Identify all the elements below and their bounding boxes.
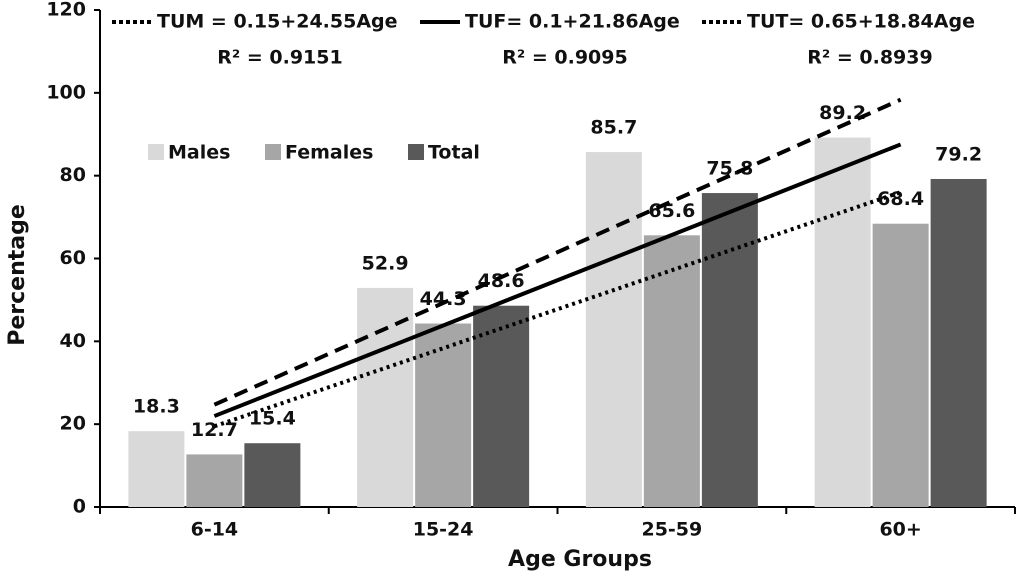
legend-swatch (408, 144, 424, 160)
bar (930, 178, 987, 508)
y-tick-label: 60 (60, 247, 86, 269)
x-tick-label: 15-24 (413, 519, 474, 541)
value-label: 52.9 (362, 252, 409, 274)
bar (128, 431, 185, 507)
trend-line (213, 97, 902, 407)
bar (643, 235, 700, 507)
value-label: 48.6 (478, 270, 525, 292)
bar (701, 193, 758, 508)
legend-swatch (265, 144, 281, 160)
bar (244, 443, 301, 507)
bar (872, 223, 929, 507)
y-tick-label: 0 (73, 496, 86, 518)
value-label: 15.4 (249, 408, 296, 430)
x-tick-label: 6-14 (191, 519, 239, 541)
y-tick-label: 40 (60, 330, 86, 352)
r2-label: R² = 0.9095 (502, 47, 627, 69)
trend-line (213, 142, 902, 418)
r2-label: R² = 0.9151 (217, 47, 342, 69)
value-label: 79.2 (935, 143, 982, 165)
x-axis-title: Age Groups (508, 547, 652, 572)
bar (473, 305, 530, 507)
y-tick-label: 120 (46, 0, 86, 21)
bar (415, 323, 472, 507)
bar (814, 137, 871, 507)
trend-line (213, 190, 902, 429)
value-label: 18.3 (133, 396, 180, 418)
legend-label: Males (168, 142, 230, 164)
r2-label: R² = 0.8939 (807, 47, 932, 69)
legend-label: TUF= 0.1+21.86Age (465, 11, 680, 33)
legend-swatch (148, 144, 164, 160)
bar (585, 152, 642, 507)
bar (357, 287, 414, 507)
value-label: 44.3 (420, 288, 467, 310)
y-tick-label: 80 (60, 164, 86, 186)
legend-label: TUT= 0.65+18.84Age (747, 11, 975, 33)
bar (186, 454, 243, 507)
value-label: 12.7 (191, 419, 238, 441)
value-label: 89.2 (819, 102, 866, 124)
legend-label: Females (285, 142, 373, 164)
value-label: 75.8 (706, 158, 753, 180)
y-tick-label: 20 (60, 413, 86, 435)
legend-label: Total (428, 142, 480, 164)
y-tick-label: 100 (46, 81, 86, 103)
value-label: 65.6 (648, 200, 695, 222)
legend-label: TUM = 0.15+24.55Age (157, 11, 398, 33)
value-label: 68.4 (877, 188, 924, 210)
x-tick-label: 25-59 (641, 519, 702, 541)
value-label: 85.7 (590, 117, 637, 139)
y-axis-title: Percentage (5, 204, 30, 346)
x-tick-label: 60+ (879, 519, 921, 541)
